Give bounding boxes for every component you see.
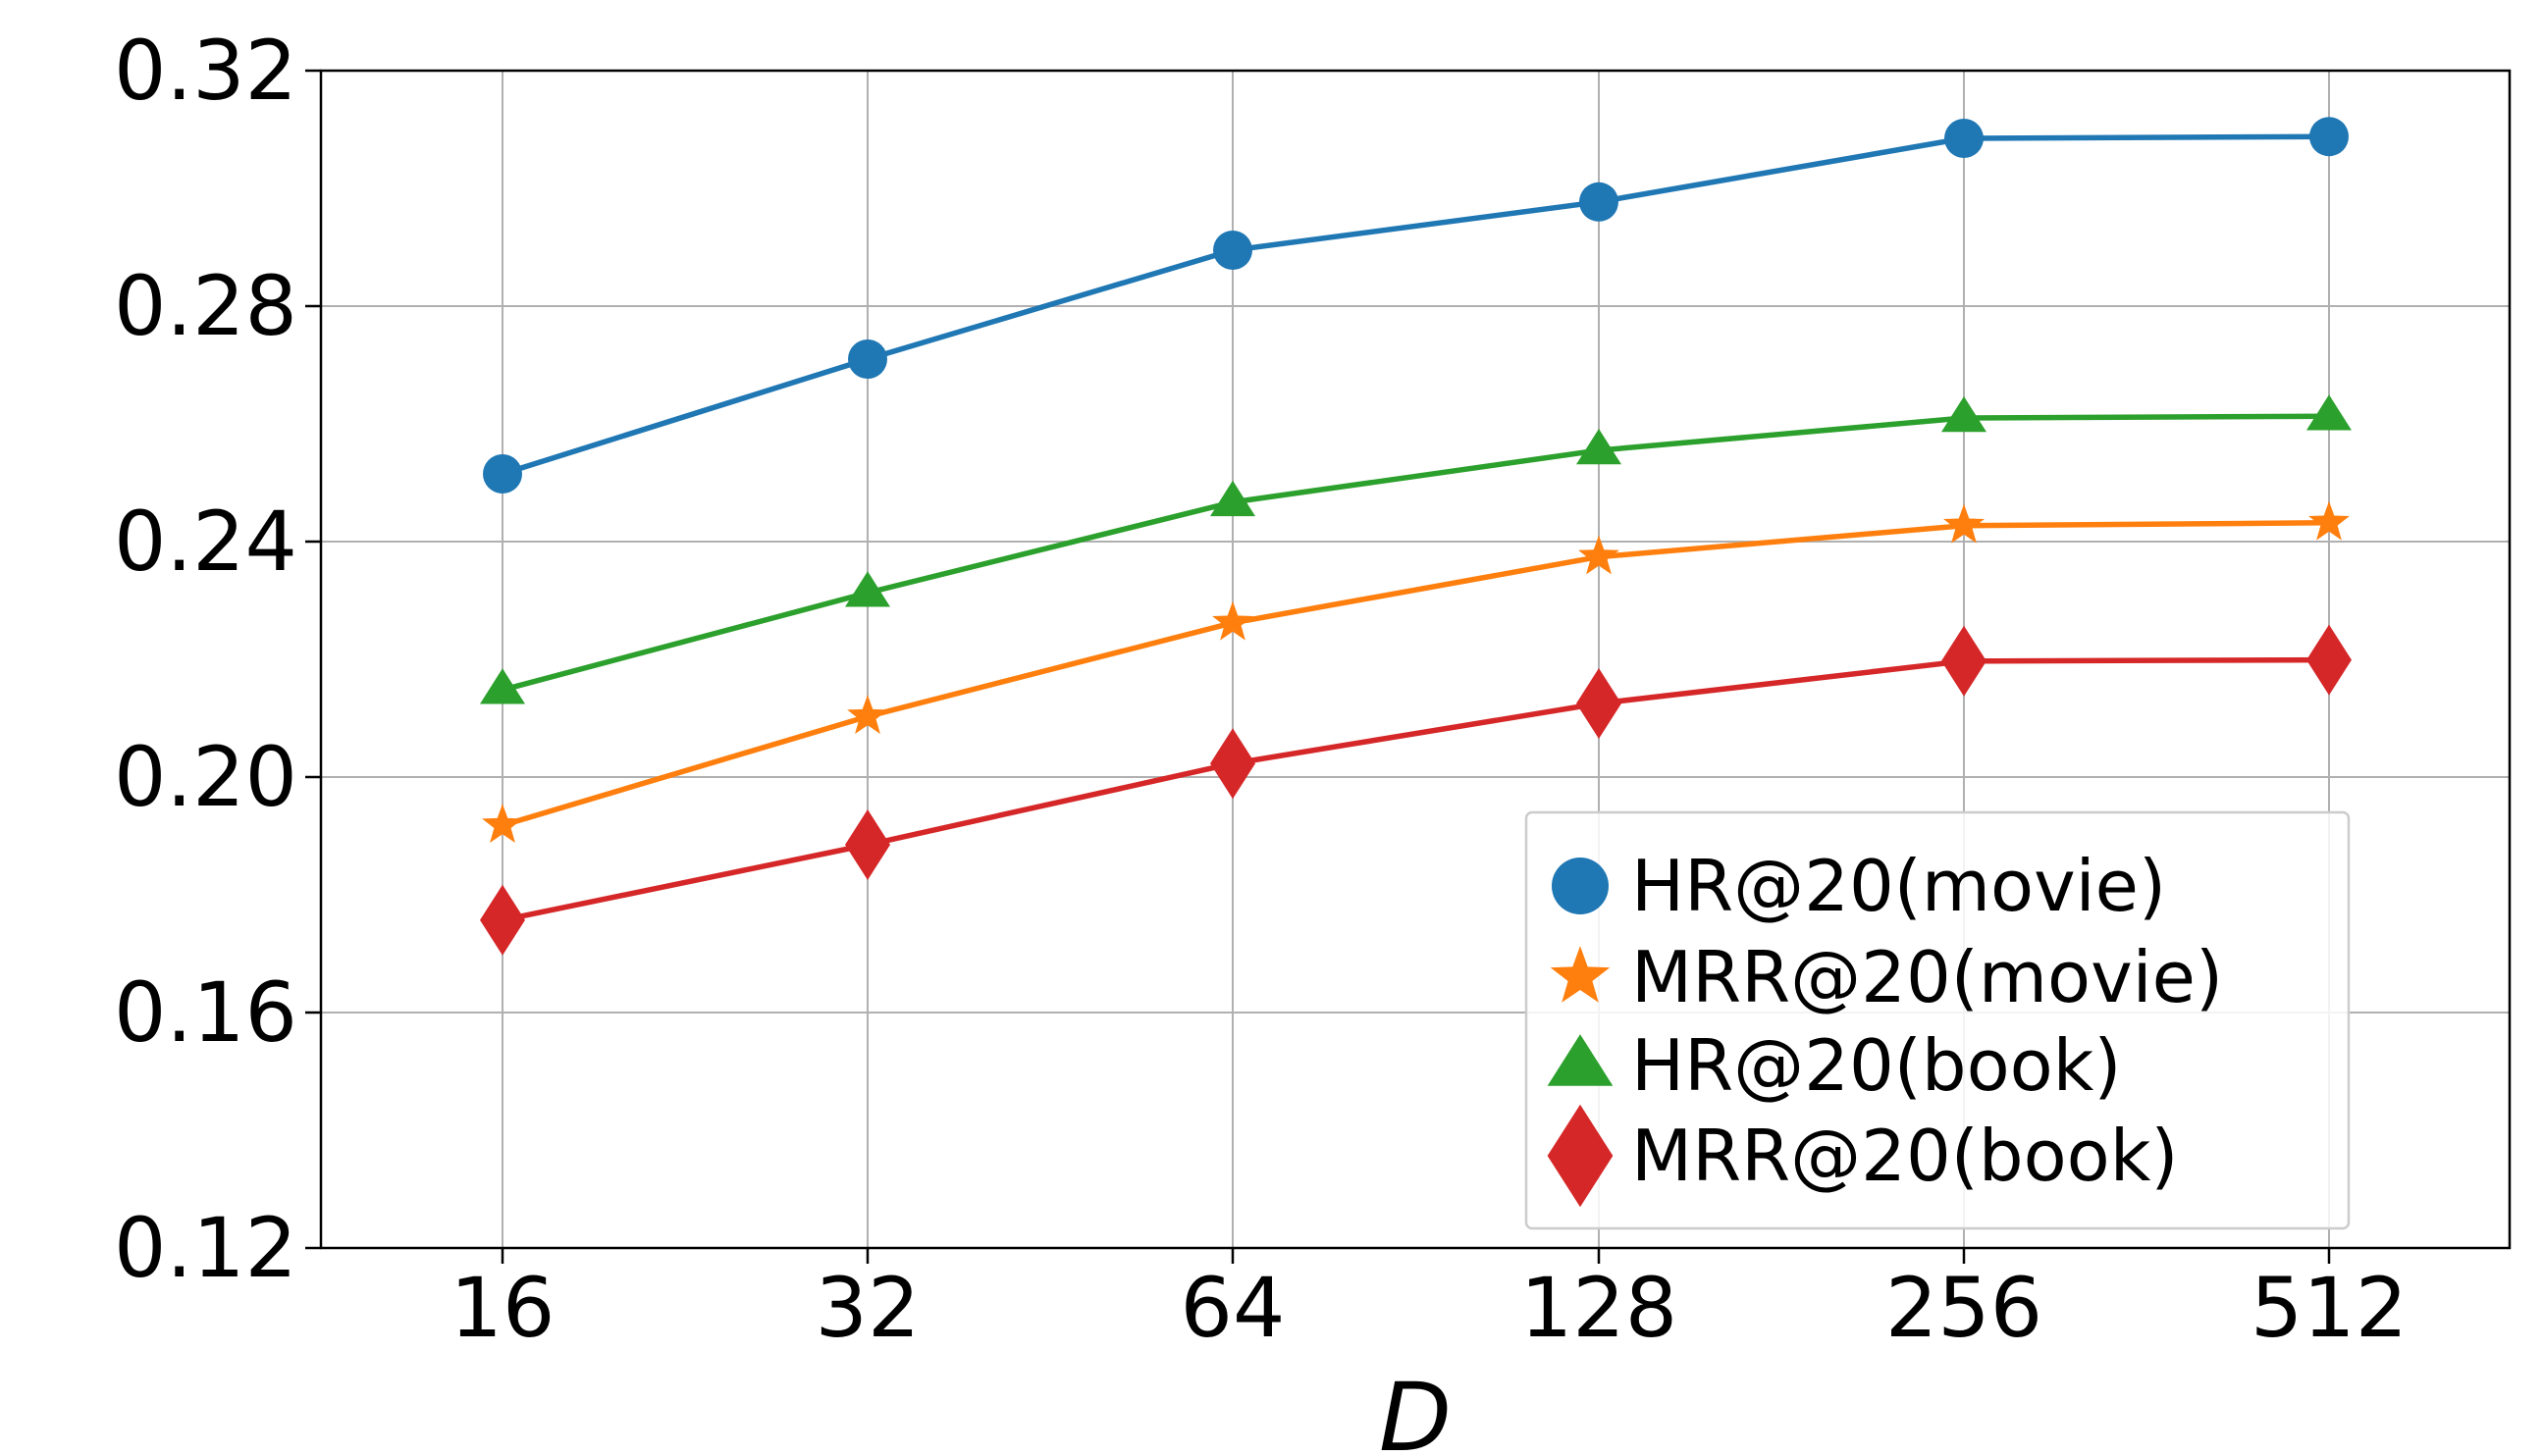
x-axis-title: D — [1379, 1363, 1452, 1456]
data-point — [848, 339, 887, 379]
legend-label: MRR@20(book) — [1631, 1115, 2178, 1197]
x-tick-label: 64 — [1181, 1260, 1286, 1356]
series-line — [502, 413, 2330, 693]
data-point — [845, 809, 890, 880]
legend-box — [1524, 810, 2351, 1230]
data-point — [2306, 624, 2352, 696]
data-point — [1578, 535, 1619, 575]
y-tick-label: 0.24 — [114, 494, 297, 590]
y-tick-label: 0.32 — [114, 23, 297, 119]
data-point — [1576, 668, 1621, 739]
data-point — [1210, 480, 1255, 517]
data-point — [2306, 394, 2352, 431]
series-2 — [480, 394, 2352, 704]
y-tick-label: 0.20 — [114, 729, 297, 825]
legend-label: HR@20(movie) — [1631, 845, 2166, 927]
series — [480, 117, 2352, 956]
series-line — [502, 656, 2330, 923]
data-point — [1212, 600, 1253, 641]
x-tick-label: 32 — [816, 1260, 921, 1356]
data-point — [1213, 231, 1252, 270]
data-point — [847, 695, 888, 734]
legend-label: HR@20(book) — [1631, 1024, 2121, 1107]
legend-marker — [1547, 1034, 1614, 1086]
data-point — [1579, 182, 1618, 222]
series-line — [502, 133, 2330, 477]
legend-item-0: HR@20(movie) — [1552, 845, 2166, 927]
legend-item-1: MRR@20(movie) — [1550, 936, 2223, 1018]
x-tick-label: 128 — [1520, 1260, 1677, 1356]
data-point — [1941, 396, 1986, 433]
data-point — [1576, 429, 1621, 465]
data-point — [1210, 728, 1255, 800]
y-tick-label: 0.28 — [114, 258, 297, 354]
legend-marker — [1547, 1104, 1614, 1208]
data-point — [482, 804, 523, 843]
series-3 — [480, 624, 2352, 956]
series-1 — [482, 500, 2350, 843]
data-point — [480, 668, 525, 704]
legend-item-2: HR@20(book) — [1547, 1024, 2121, 1107]
data-point — [2308, 500, 2350, 541]
series-line — [502, 520, 2330, 828]
data-point — [1943, 503, 1985, 544]
data-point — [845, 571, 890, 607]
legend-label: MRR@20(movie) — [1631, 936, 2223, 1018]
data-point — [1941, 625, 1986, 697]
data-point — [483, 454, 522, 494]
legend-item-3: MRR@20(book) — [1547, 1104, 2178, 1208]
plot-frame — [319, 69, 2512, 1250]
x-tick-label: 256 — [1885, 1260, 2042, 1356]
data-point — [2309, 117, 2349, 157]
y-tick-label: 0.12 — [114, 1200, 297, 1296]
legend-marker — [1550, 946, 1611, 1003]
x-tick-label: 16 — [450, 1260, 556, 1356]
legend: HR@20(movie) MRR@20(movie)HR@20(book)MRR@… — [1524, 810, 2351, 1230]
x-tick-label: 512 — [2251, 1260, 2408, 1356]
ticks: 0.12 0.16 0.20 0.24 0.28 0.32 16 32 64 128 256 512 — [114, 23, 2408, 1356]
data-point — [1944, 119, 1984, 158]
data-point — [480, 884, 525, 956]
y-tick-label: 0.16 — [114, 964, 297, 1061]
legend-marker — [1552, 858, 1609, 914]
series-0 — [483, 117, 2349, 494]
